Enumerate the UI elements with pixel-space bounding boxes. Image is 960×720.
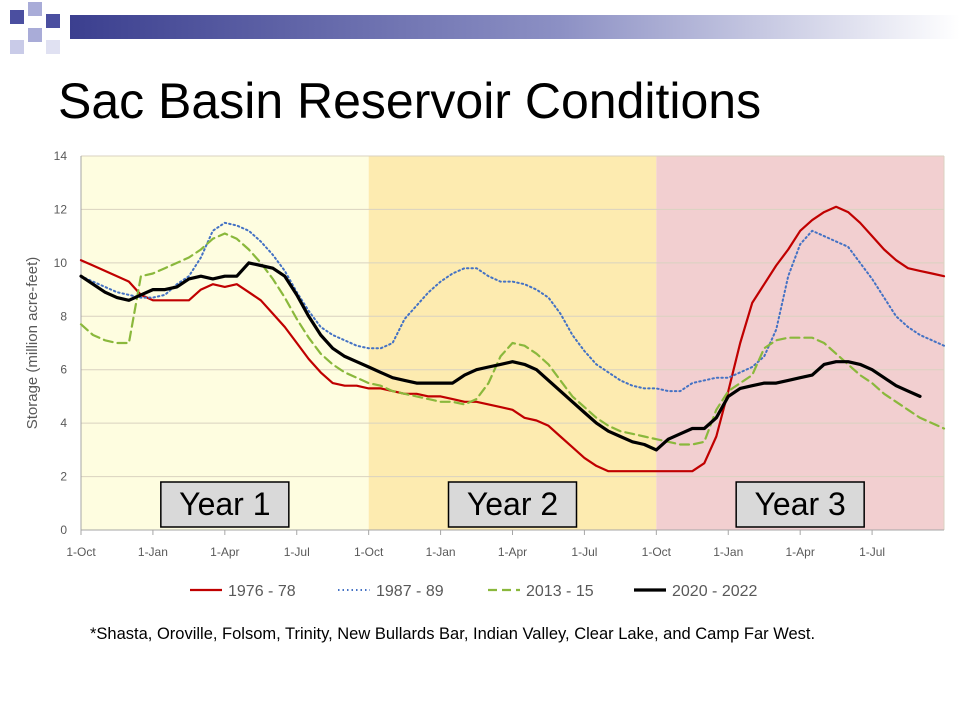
x-tick-label: 1-Jul <box>284 545 310 559</box>
y-tick-label: 6 <box>60 363 67 377</box>
legend-label: 1976 - 78 <box>228 583 296 600</box>
y-tick-label: 2 <box>60 470 67 484</box>
header-gradient-bar <box>70 15 960 39</box>
series-line-1987-89 <box>80 221 945 393</box>
series-lines <box>79 205 946 473</box>
x-tick-label: 1-Oct <box>354 545 384 559</box>
legend: 1976 - 78 1987 - 89 2013 - 15 2020 - 2022 <box>190 583 758 600</box>
decorative-header-bar <box>10 2 960 54</box>
x-tick-label: 1-Oct <box>66 545 96 559</box>
x-tick-label: 1-Jan <box>713 545 743 559</box>
y-tick-label: 10 <box>54 256 68 270</box>
header-square <box>28 28 42 42</box>
series-line-1976-78 <box>79 205 946 473</box>
header-square <box>46 14 60 28</box>
y-tick-label: 0 <box>60 523 67 537</box>
axes: 0 2 4 6 8 10 12 14 1-Oct 1-Jan 1-Apr 1-Jul 1-Oct 1-Ja… <box>24 149 944 559</box>
year-label-box-3 <box>735 481 865 528</box>
x-tick-label: 1-Jul <box>859 545 885 559</box>
header-square <box>28 2 42 16</box>
header-square <box>10 10 24 24</box>
legend-label: 2013 - 15 <box>526 583 594 600</box>
year-label-1: Year 1 <box>179 486 270 522</box>
reservoir-storage-chart: 0 2 4 6 8 10 12 14 1-Oct 1-Jan 1-Apr 1-Jul 1-Oct 1-Ja… <box>24 149 946 600</box>
slide-title: Sac Basin Reservoir Conditions <box>58 73 762 129</box>
y-tick-label: 12 <box>54 202 68 216</box>
x-tick-label: 1-Jan <box>138 545 168 559</box>
series-line-2020-2022 <box>79 261 922 452</box>
year-label-box-1 <box>160 481 290 528</box>
x-tick-label: 1-Oct <box>642 545 672 559</box>
y-axis-label: Storage (million acre-feet) <box>24 257 41 430</box>
year-label-3: Year 3 <box>754 486 845 522</box>
x-tick-label: 1-Apr <box>785 545 814 559</box>
x-tick-label: 1-Jan <box>426 545 456 559</box>
footnote: *Shasta, Oroville, Folsom, Trinity, New … <box>90 625 816 643</box>
year-band-1 <box>81 156 369 530</box>
header-square <box>46 40 60 54</box>
y-tick-label: 4 <box>60 416 67 430</box>
y-tick-label: 14 <box>54 149 68 163</box>
legend-label: 2020 - 2022 <box>672 583 758 600</box>
x-tick-label: 1-Apr <box>498 545 527 559</box>
year-labels: Year 1 Year 2 Year 3 <box>160 481 865 528</box>
year-label-2: Year 2 <box>467 486 558 522</box>
legend-label: 1987 - 89 <box>376 583 444 600</box>
series-line-2013-15 <box>79 232 946 446</box>
x-tick-label: 1-Jul <box>571 545 597 559</box>
year-label-box-2 <box>447 481 578 528</box>
x-tick-label: 1-Apr <box>210 545 239 559</box>
gridlines <box>81 155 945 530</box>
year-band-3 <box>656 156 944 530</box>
header-square <box>10 40 24 54</box>
y-tick-label: 8 <box>60 309 67 323</box>
